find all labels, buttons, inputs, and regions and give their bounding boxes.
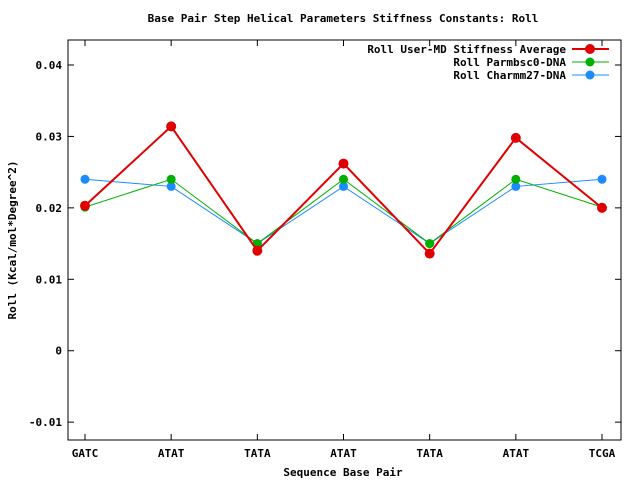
legend-label: Roll User-MD Stiffness Average [367, 43, 566, 56]
x-axis: GATC ATAT TATA ATAT TATA ATAT TCGA [72, 40, 616, 460]
series-2-point [166, 181, 176, 191]
x-tick-label: GATC [72, 447, 99, 460]
series-2-point [339, 181, 348, 191]
x-tick-label: TCGA [589, 447, 616, 460]
y-tick-label: 0.04 [36, 59, 63, 72]
x-axis-label: Sequence Base Pair [283, 466, 403, 479]
legend-label: Roll Charmm27-DNA [453, 69, 566, 82]
plot-series [80, 121, 607, 259]
x-tick-label: ATAT [158, 447, 185, 460]
x-tick-label: ATAT [330, 447, 357, 460]
series-1-point [166, 174, 176, 184]
y-tick-label: 0.01 [36, 273, 63, 286]
series-0-point [252, 245, 263, 256]
series-0-point [166, 121, 177, 132]
x-tick-label: TATA [416, 447, 443, 460]
series-0-point [510, 132, 521, 143]
y-tick-label: -0.01 [29, 416, 62, 429]
series-0-point [80, 200, 90, 211]
x-tick-label: ATAT [503, 447, 530, 460]
y-tick-label: 0 [55, 345, 62, 358]
series-0-point [338, 158, 349, 169]
y-axis: 0.04 0.03 0.02 0.01 0 -0.01 [29, 59, 621, 429]
y-tick-label: 0.02 [36, 202, 63, 215]
series-0-point [597, 202, 607, 213]
legend-swatch-marker [585, 70, 595, 80]
chart-title: Base Pair Step Helical Parameters Stiffn… [148, 12, 539, 25]
series-2-point [80, 174, 90, 184]
series-2-point [597, 174, 607, 184]
legend-swatch-marker [585, 57, 595, 67]
x-tick-label: TATA [244, 447, 271, 460]
series-1-point [339, 174, 348, 184]
series-2-point [511, 181, 521, 191]
y-tick-label: 0.03 [36, 130, 63, 143]
series-1-point [425, 239, 435, 249]
series-1-point [511, 174, 521, 184]
plot-frame [67, 39, 622, 441]
legend-label: Roll Parmbsc0-DNA [453, 56, 566, 69]
series-0-point [424, 248, 435, 259]
y-axis-label: Roll (Kcal/mol*Degree^2) [6, 161, 19, 320]
legend-swatch-marker [585, 44, 595, 54]
